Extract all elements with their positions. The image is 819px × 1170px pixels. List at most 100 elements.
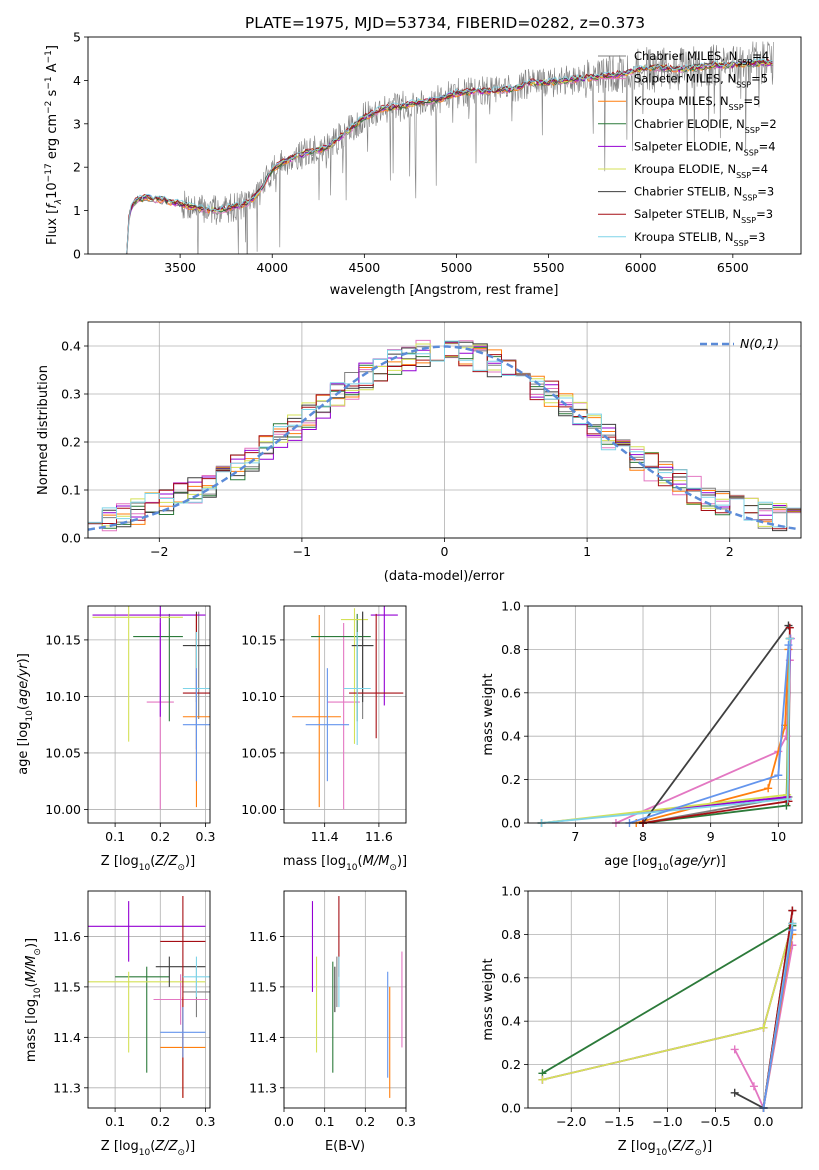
- errorbar-point-9: [343, 631, 371, 746]
- errorbar-point-10: [182, 668, 210, 782]
- legend-label: Chabrier ELODIE, NSSP=2: [634, 117, 777, 135]
- spectrum-panel: 3500 4000 4500 5000 5500 6000 6500 0 1 2 3 4 5 wavele…: [44, 30, 802, 298]
- plus-marker: [730, 1045, 739, 1054]
- x-tick-label: 0.1: [105, 829, 125, 844]
- x-tick-label: 3500: [164, 260, 196, 275]
- x-axis-label: wavelength [Angstrom, rest frame]: [330, 283, 559, 298]
- x-tick-label: 0.0: [274, 1114, 294, 1129]
- y-tick-label: 0.0: [61, 531, 81, 546]
- errorbars: [292, 606, 404, 810]
- x-axis-label: age [log10(age/yr)]: [604, 854, 726, 873]
- spectrum-lines: [126, 41, 774, 254]
- y-tick-label: 11.3: [249, 1080, 277, 1095]
- plus-marker: [782, 801, 791, 810]
- cumulative-lines: [537, 621, 795, 827]
- legend-label: N(0,1): [740, 336, 779, 351]
- age-vs-mass-panel: 11.4 11.6 10.00 10.05 10.10 10.15 mass [log10(…: [241, 605, 407, 873]
- x-axis-label: (data-model)/error: [384, 569, 505, 584]
- y-tick-label: 0.2: [501, 772, 521, 787]
- y-tick-label: 10.00: [241, 802, 277, 817]
- x-tick-label: 5500: [533, 260, 565, 275]
- y-tick-label: 0.4: [501, 1014, 521, 1029]
- observed-spectrum-line: [126, 41, 774, 254]
- legend-label: Salpeter ELODIE, NSSP=4: [634, 139, 776, 157]
- y-tick-label: 1.0: [501, 599, 521, 614]
- y-tick-label: 4: [73, 73, 81, 88]
- plot-frame: [87, 890, 211, 1109]
- errorbars: [88, 896, 210, 1098]
- x-axis-label: mass [log10(M/M⊙)]: [283, 854, 407, 873]
- errorbar-point-7: [351, 611, 374, 703]
- legend-label: Kroupa MILES, NSSP=5: [634, 94, 760, 112]
- y-tick-label: 11.4: [53, 1030, 81, 1045]
- errorbar-point-2: [153, 974, 208, 1025]
- y-axis-label: mass weight: [481, 673, 496, 755]
- y-tick-label: 10.00: [45, 802, 81, 817]
- y-tick-label: 0.1: [61, 483, 81, 498]
- normal-reference-curve: [88, 345, 799, 531]
- plus-marker: [730, 1088, 739, 1097]
- errorbar-point-9: [182, 956, 210, 997]
- histogram-line-9: [88, 340, 801, 528]
- x-tick-label: 0.2: [150, 829, 170, 844]
- errorbar-point-6: [88, 971, 206, 1053]
- y-tick-label: 1.0: [501, 884, 521, 899]
- plus-marker: [784, 641, 793, 650]
- y-tick-label: 0.8: [501, 642, 521, 657]
- plot-frame: [87, 605, 211, 824]
- errorbars: [311, 896, 403, 1098]
- plot-frame: [527, 605, 803, 824]
- model-spectrum-line-2: [126, 61, 773, 254]
- errorbar-point-8: [349, 613, 404, 739]
- legend-label: Salpeter STELIB, NSSP=3: [634, 207, 773, 225]
- legend-label: Kroupa STELIB, NSSP=3: [634, 230, 765, 248]
- x-tick-label: −2: [150, 544, 168, 559]
- x-axis-label: Z [log10(Z/Z⊙)]: [101, 854, 195, 873]
- x-tick-label: 5000: [441, 260, 473, 275]
- model-spectrum-line-7: [126, 59, 773, 254]
- x-tick-label: 11.6: [365, 829, 393, 844]
- y-axis-label: Flux [fλ10−17 erg cm−2 s−1 A−1]: [44, 45, 64, 245]
- y-axis-label: mass [log10(M/M⊙)]: [24, 938, 43, 1062]
- x-tick-label: 0.3: [196, 829, 216, 844]
- x-tick-label: 0.3: [396, 1114, 416, 1129]
- cumulative-series-6: [537, 634, 794, 827]
- plus-marker: [788, 926, 797, 935]
- x-axis-label: E(B-V): [325, 1139, 365, 1154]
- x-tick-label: 0.2: [355, 1114, 375, 1129]
- histograms: [88, 339, 801, 532]
- x-tick-label: −1.0: [652, 1114, 682, 1129]
- errorbar-point-5: [370, 606, 398, 706]
- plus-marker: [783, 795, 792, 804]
- x-tick-label: 0: [441, 544, 449, 559]
- model-spectrum-line-8: [126, 58, 773, 254]
- x-tick-label: −1: [293, 544, 311, 559]
- x-tick-label: 2: [726, 544, 734, 559]
- x-tick-label: 8: [639, 829, 647, 844]
- errorbar-point-6: [92, 606, 183, 742]
- x-axis-label: Z [log10(Z/Z⊙)]: [101, 1139, 195, 1158]
- y-tick-label: 10.05: [45, 745, 81, 760]
- plus-marker: [764, 784, 773, 793]
- x-tick-label: −0.5: [700, 1114, 730, 1129]
- y-tick-label: 0.4: [61, 339, 81, 354]
- errorbar-point-10: [305, 668, 350, 782]
- model-spectrum-line-6: [126, 60, 773, 254]
- cumulative-line: [541, 924, 793, 1075]
- x-tick-label: 9: [707, 829, 715, 844]
- plus-marker: [785, 623, 794, 632]
- y-tick-label: 0.0: [501, 1101, 521, 1116]
- model-spectrum-line-3: [126, 61, 773, 254]
- model-spectrum-line-9: [126, 58, 773, 254]
- plot-frame: [283, 890, 407, 1109]
- errorbar-point-5: [92, 606, 206, 717]
- age-vs-metallicity-panel: 0.1 0.2 0.3 10.00 10.05 10.10 10.15 Z [log10(Z/…: [16, 605, 216, 873]
- legend: Chabrier MILES, NSSP=4 Salpeter MILES, NS…: [598, 49, 777, 247]
- y-tick-label: 0.2: [61, 435, 81, 450]
- y-axis-label: age [log10(age/yr)]: [16, 653, 35, 775]
- errorbar-point-5: [88, 901, 206, 962]
- errorbar-point-1: [191, 611, 206, 720]
- x-tick-label: 6500: [717, 260, 749, 275]
- figure-title: PLATE=1975, MJD=53734, FIBERID=0282, z=0…: [245, 14, 645, 32]
